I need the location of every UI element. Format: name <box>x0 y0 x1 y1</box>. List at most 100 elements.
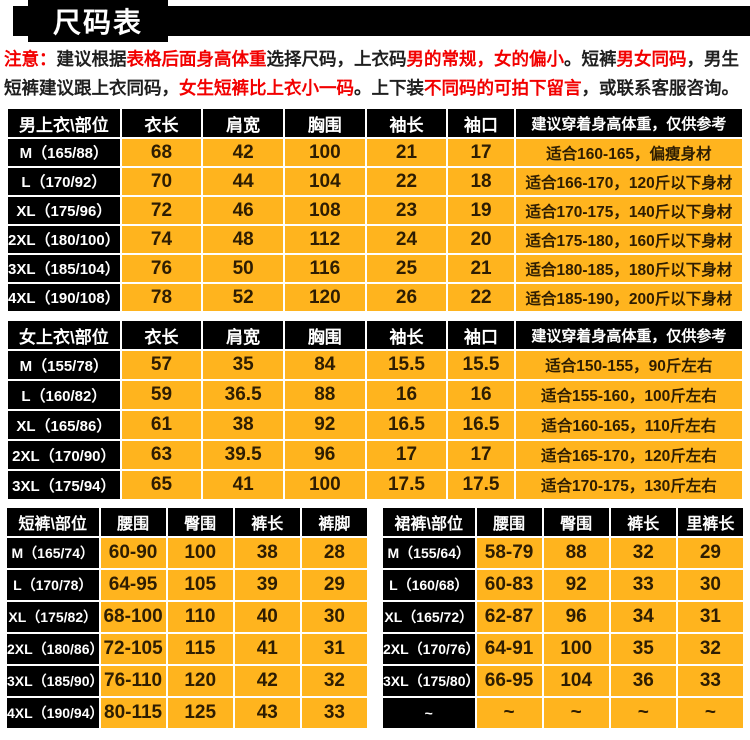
value-cell: 100 <box>284 139 365 166</box>
value-cell: 52 <box>203 284 283 311</box>
value-cell: 16.5 <box>448 411 514 439</box>
value-cell: 84 <box>284 351 365 379</box>
table-row: L（170/78） 64-95 105 39 29 <box>7 570 367 600</box>
value-cell: 59 <box>121 381 202 409</box>
value-cell: 92 <box>284 411 365 439</box>
notice-text: 注意：建议根据表格后面身高体重选择尺码，上衣码男的常规，女的偏小。短裤男女同码，… <box>4 45 746 103</box>
value-cell: 36 <box>610 666 676 696</box>
size-label-cell: 4XL（190/94） <box>7 698 99 728</box>
header-row: 男上衣\部位 衣长 肩宽 胸围 袖长 袖口 建议穿着身高体重，仅供参考 <box>8 109 742 137</box>
value-cell: 41 <box>203 471 283 499</box>
value-cell: 64-91 <box>476 634 542 664</box>
value-cell: 22 <box>366 168 447 195</box>
value-cell: 31 <box>301 634 367 664</box>
notice-segment: 女生短裤比上衣小一码 <box>179 78 354 98</box>
notice-segment: 短裤建议跟上衣同码， <box>4 78 179 98</box>
size-label-cell: 3XL（175/94） <box>8 471 120 499</box>
value-cell: 41 <box>234 634 300 664</box>
size-label-cell: 3XL（185/90） <box>7 666 99 696</box>
notice-segment: 表格后面身高体重 <box>126 49 267 69</box>
value-cell: 58-79 <box>476 538 542 568</box>
header-cell: 胸围 <box>284 109 365 137</box>
notice-segment: 男的常规，女的偏小 <box>406 49 565 69</box>
value-cell: 16 <box>448 381 514 409</box>
size-label-cell: M（165/74） <box>7 538 99 568</box>
value-cell: 24 <box>366 226 447 253</box>
suggestion-cell: 适合160-165，110斤左右 <box>515 411 742 439</box>
value-cell: 29 <box>677 538 743 568</box>
value-cell: ~ <box>677 698 743 728</box>
men-top-table: 男上衣\部位 衣长 肩宽 胸围 袖长 袖口 建议穿着身高体重，仅供参考 M（165/88） 68… <box>6 107 744 313</box>
suggestion-cell: 适合150-155，90斤左右 <box>515 351 742 379</box>
header-cell: 男上衣\部位 <box>8 109 120 137</box>
table-row: 2XL（170/76） 64-91 100 35 32 <box>383 634 743 664</box>
header-cell: 袖长 <box>366 109 447 137</box>
notice-segment: 。上下装 <box>354 78 424 98</box>
value-cell: 42 <box>234 666 300 696</box>
value-cell: 104 <box>543 666 609 696</box>
table-row: 3XL（185/90） 76-110 120 42 32 <box>7 666 367 696</box>
value-cell: 62-87 <box>476 602 542 632</box>
header-cell: 裤长 <box>234 508 300 536</box>
value-cell: 33 <box>677 666 743 696</box>
value-cell: 22 <box>448 284 514 311</box>
value-cell: 17.5 <box>366 471 447 499</box>
value-cell: 66-95 <box>476 666 542 696</box>
suggestion-cell: 适合180-185，180斤以下身材 <box>515 255 742 282</box>
value-cell: 74 <box>121 226 202 253</box>
value-cell: 120 <box>167 666 233 696</box>
notice-segment: 不同码的可拍下留言 <box>424 78 582 98</box>
value-cell: 110 <box>167 602 233 632</box>
notice-segment: ，男生 <box>686 49 740 69</box>
value-cell: 33 <box>610 570 676 600</box>
size-label-cell: XL（165/72） <box>383 602 475 632</box>
value-cell: 16 <box>366 381 447 409</box>
value-cell: 21 <box>366 139 447 166</box>
value-cell: 70 <box>121 168 202 195</box>
size-label-cell: 2XL（170/76） <box>383 634 475 664</box>
value-cell: 92 <box>543 570 609 600</box>
size-label-cell: M（155/78） <box>8 351 120 379</box>
value-cell: 100 <box>167 538 233 568</box>
value-cell: 96 <box>543 602 609 632</box>
table-row: M（165/74） 60-90 100 38 28 <box>7 538 367 568</box>
value-cell: 48 <box>203 226 283 253</box>
value-cell: 50 <box>203 255 283 282</box>
value-cell: 38 <box>234 538 300 568</box>
value-cell: 18 <box>448 168 514 195</box>
header-cell: 袖口 <box>448 321 514 349</box>
value-cell: ~ <box>476 698 542 728</box>
table-row: M（155/64） 58-79 88 32 29 <box>383 538 743 568</box>
value-cell: 104 <box>284 168 365 195</box>
value-cell: 23 <box>366 197 447 224</box>
women-top-table: 女上衣\部位 衣长 肩宽 胸围 袖长 袖口 建议穿着身高体重，仅供参考 M（155/78） 57… <box>6 319 744 501</box>
value-cell: 20 <box>448 226 514 253</box>
header-row: 短裤\部位 腰围 臀围 裤长 裤脚 <box>7 508 367 536</box>
table-row: 4XL（190/108） 78 52 120 26 22 适合185-190，200斤以下身… <box>8 284 742 311</box>
notice-line: 注意：建议根据表格后面身高体重选择尺码，上衣码男的常规，女的偏小。短裤男女同码，… <box>4 45 746 74</box>
value-cell: ~ <box>543 698 609 728</box>
value-cell: 17 <box>448 139 514 166</box>
value-cell: 72 <box>121 197 202 224</box>
notice-segment: 建议根据 <box>56 49 127 69</box>
value-cell: ~ <box>610 698 676 728</box>
value-cell: 33 <box>301 698 367 728</box>
value-cell: 19 <box>448 197 514 224</box>
value-cell: 17 <box>366 441 447 469</box>
table-row: 2XL（180/100） 74 48 112 24 20 适合175-180，160斤以下身… <box>8 226 742 253</box>
size-label-cell: M（155/64） <box>383 538 475 568</box>
value-cell: 63 <box>121 441 202 469</box>
header-cell: 建议穿着身高体重，仅供参考 <box>515 109 742 137</box>
table-row: 3XL（175/94） 65 41 100 17.5 17.5 适合170-175，130斤… <box>8 471 742 499</box>
header-cell: 腰围 <box>100 508 166 536</box>
value-cell: 88 <box>284 381 365 409</box>
value-cell: 120 <box>284 284 365 311</box>
header-cell: 臀围 <box>167 508 233 536</box>
suggestion-cell: 适合155-160，100斤左右 <box>515 381 742 409</box>
size-label-cell: 2XL（180/86） <box>7 634 99 664</box>
header-cell: 胸围 <box>284 321 365 349</box>
size-label-cell: XL（175/82） <box>7 602 99 632</box>
header-cell: 臀围 <box>543 508 609 536</box>
table-row: L（170/92） 70 44 104 22 18 适合166-170，120斤以下身材 <box>8 168 742 195</box>
value-cell: 26 <box>366 284 447 311</box>
